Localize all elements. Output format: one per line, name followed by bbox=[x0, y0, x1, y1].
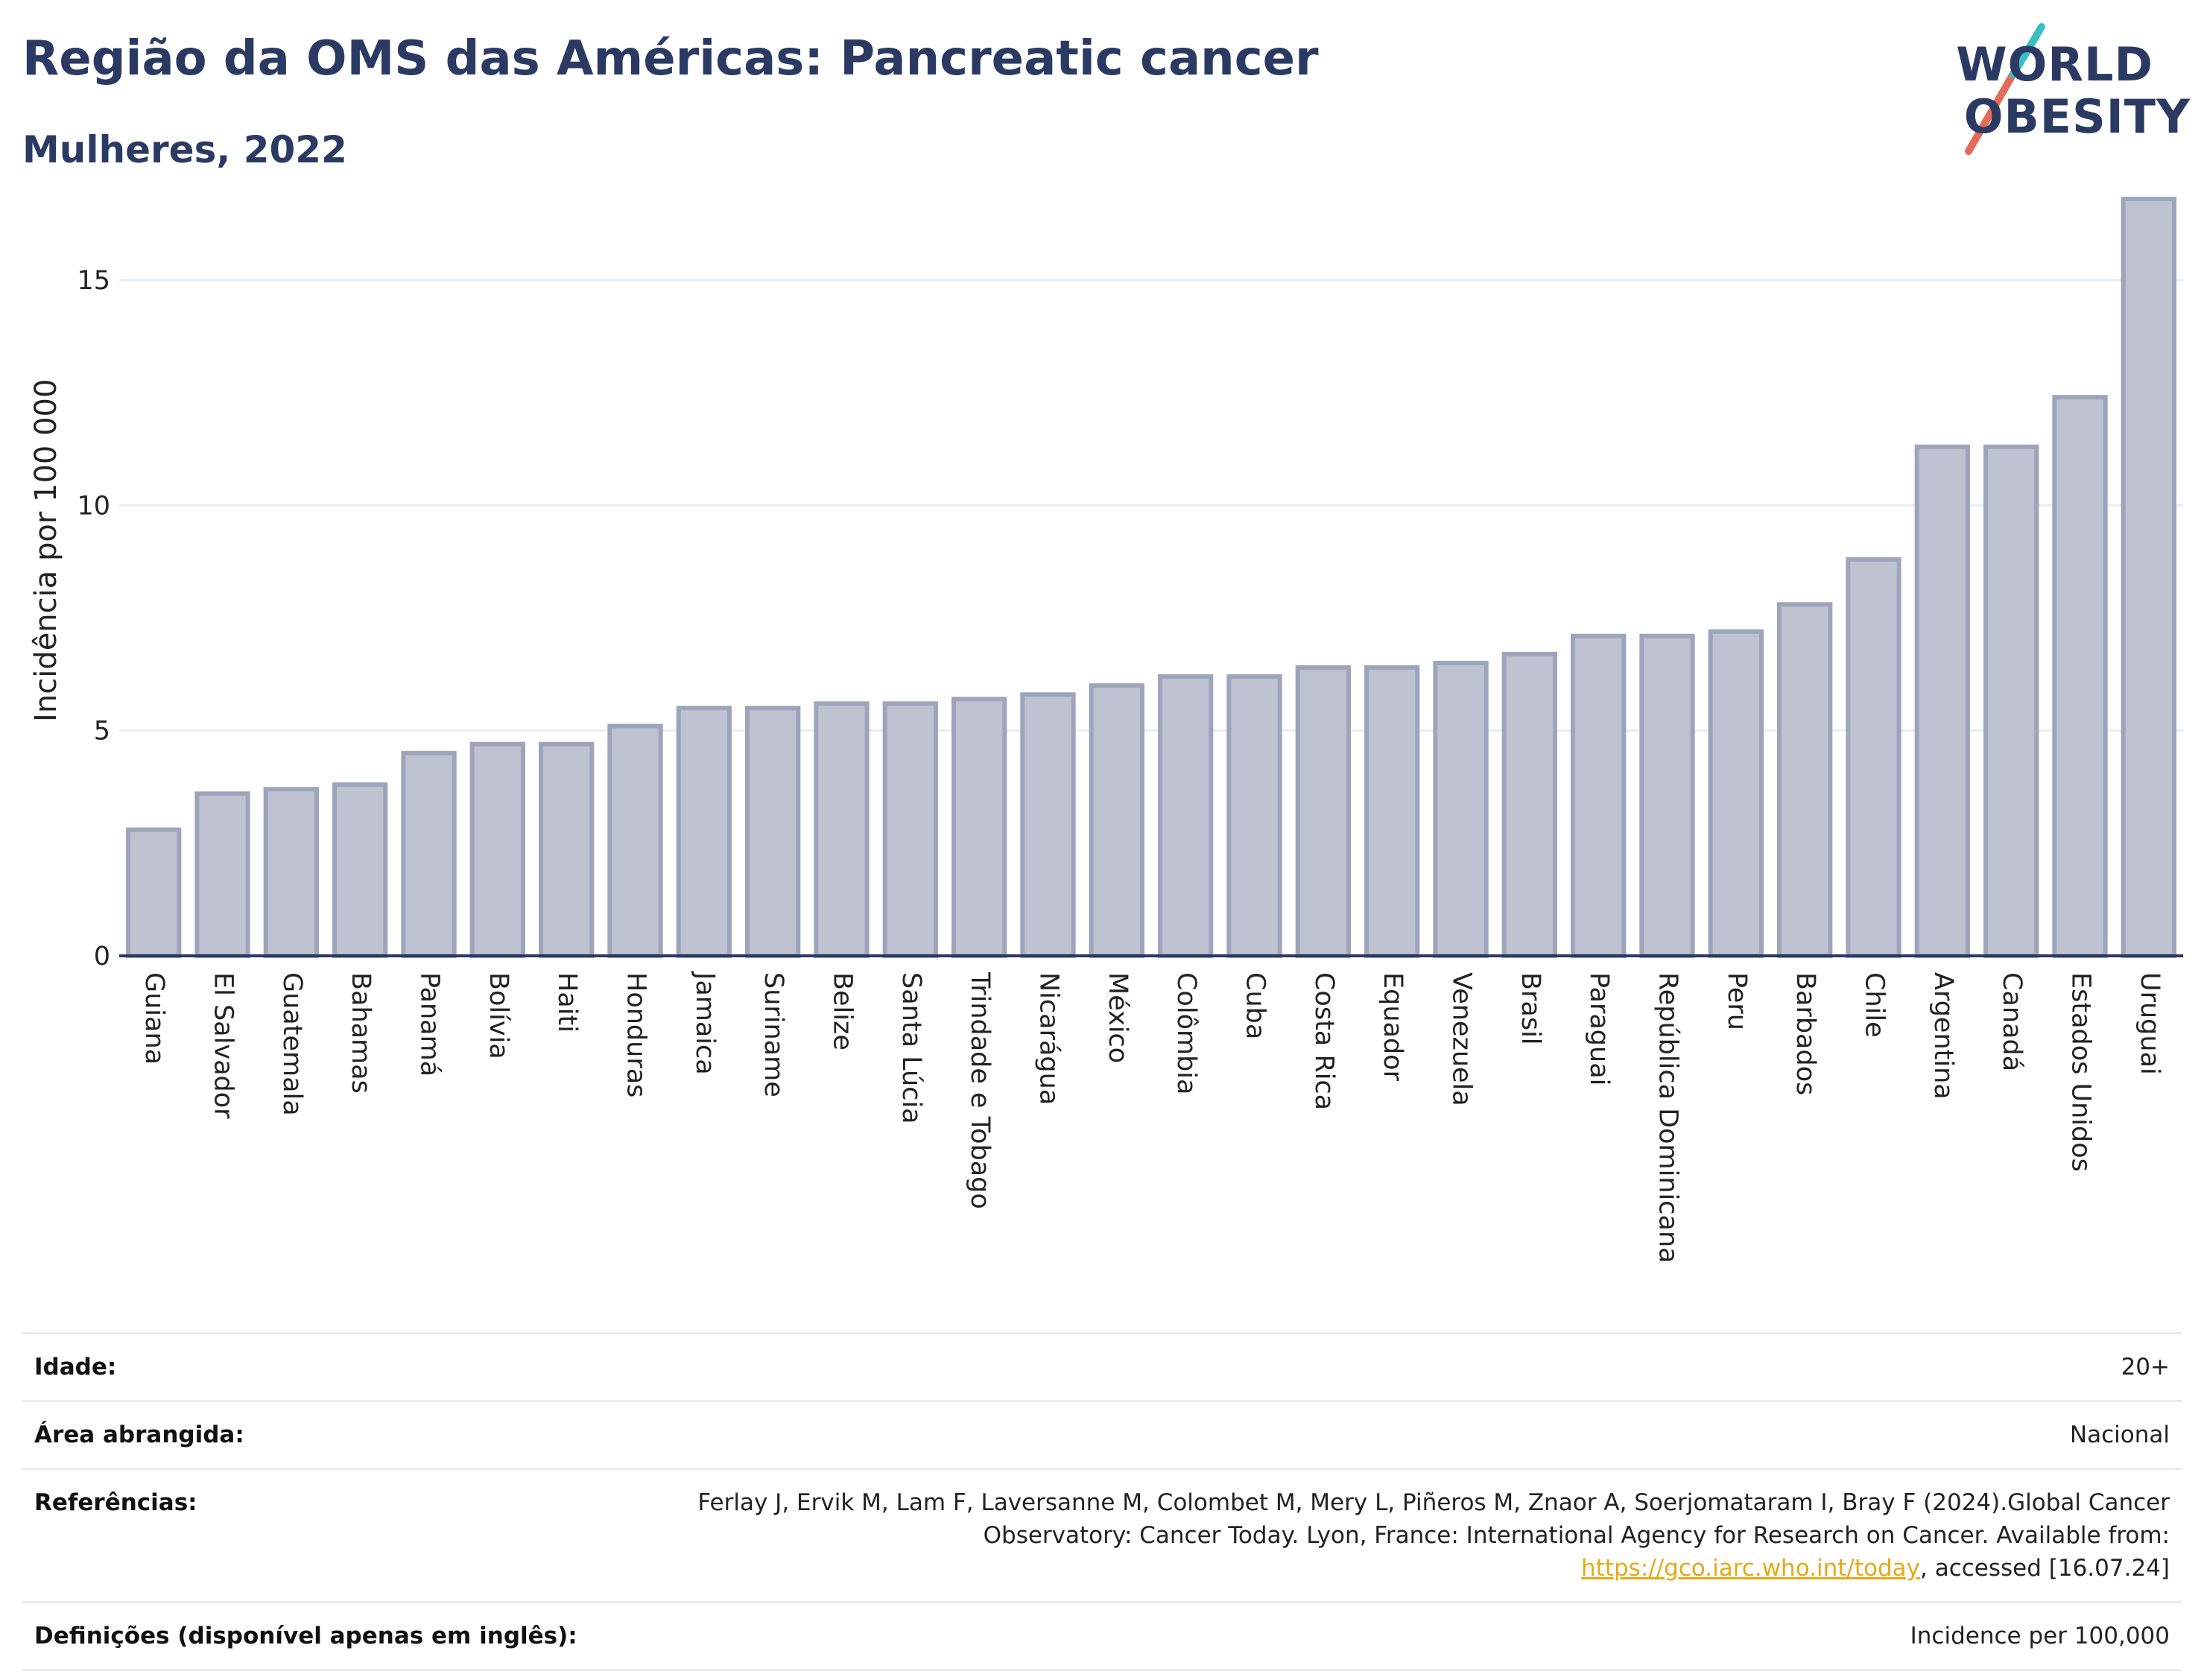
x-tick-label: Uruguai bbox=[2135, 972, 2165, 1075]
x-tick-label: Honduras bbox=[621, 972, 651, 1097]
bar[interactable] bbox=[1571, 633, 1627, 958]
y-tick-label: 15 bbox=[77, 266, 110, 296]
bar[interactable] bbox=[814, 701, 870, 958]
x-tick-label: Suriname bbox=[759, 972, 788, 1097]
x-tick-label: Bahamas bbox=[346, 972, 376, 1094]
x-tick-label: Canadá bbox=[1997, 972, 2027, 1071]
x-tick-label: Nicarágua bbox=[1034, 972, 1064, 1105]
x-tick-label: El Salvador bbox=[209, 972, 238, 1119]
x-tick-label: Paraguai bbox=[1584, 972, 1614, 1085]
area-value: Nacional bbox=[2069, 1421, 2170, 1448]
info-row-area: Área abrangida: Nacional bbox=[22, 1402, 2182, 1470]
info-table: Idade: 20+ Área abrangida: Nacional Refe… bbox=[22, 1332, 2182, 1671]
x-tick-label: Peru bbox=[1722, 972, 1752, 1030]
bar[interactable] bbox=[263, 787, 319, 959]
x-tick-label: Barbados bbox=[1790, 972, 1820, 1095]
bar[interactable] bbox=[1639, 633, 1695, 958]
bar[interactable] bbox=[539, 741, 595, 958]
x-tick-label: Guiana bbox=[139, 972, 169, 1065]
bar[interactable] bbox=[1020, 692, 1076, 958]
references-value: Ferlay J, Ervik M, Lam F, Laversanne M, … bbox=[642, 1486, 2170, 1585]
x-tick-label: Argentina bbox=[1928, 972, 1958, 1100]
logo-slash-icon bbox=[1965, 23, 2045, 155]
bar[interactable] bbox=[2121, 197, 2176, 959]
x-tick-label: Estados Unidos bbox=[2066, 972, 2096, 1172]
x-tick-label: República Dominicana bbox=[1653, 972, 1683, 1264]
x-tick-labels: Guiana El Salvador Guatemala Bahamas Panamá B… bbox=[139, 971, 2165, 1264]
y-tick-label: 10 bbox=[77, 491, 110, 521]
bar[interactable] bbox=[1914, 444, 1970, 958]
bar[interactable] bbox=[1295, 665, 1351, 958]
definitions-label: Definições (disponível apenas em inglês)… bbox=[34, 1623, 577, 1649]
x-tick-label: Trindade e Tobago bbox=[965, 971, 995, 1209]
bar[interactable] bbox=[607, 723, 663, 958]
age-label: Idade: bbox=[34, 1354, 117, 1381]
y-tick-label: 5 bbox=[94, 717, 110, 747]
x-tick-label: Bolívia bbox=[484, 972, 513, 1059]
bar[interactable] bbox=[1364, 665, 1420, 958]
bar[interactable] bbox=[1433, 660, 1489, 958]
x-tick-label: Costa Rica bbox=[1309, 972, 1339, 1110]
x-tick-label: Haiti bbox=[552, 972, 582, 1033]
x-tick-label: Colômbia bbox=[1171, 972, 1201, 1094]
logo-text-obesity: OBESITY bbox=[1963, 89, 2191, 144]
bar[interactable] bbox=[1158, 674, 1214, 958]
bar[interactable] bbox=[1501, 651, 1557, 958]
bar[interactable] bbox=[951, 697, 1007, 958]
bar[interactable] bbox=[1708, 629, 1764, 958]
bar[interactable] bbox=[882, 701, 938, 958]
world-obesity-logo: WORLD OBESITY bbox=[1930, 21, 2191, 162]
x-tick-label: Venezuela bbox=[1447, 972, 1477, 1106]
grid-lines bbox=[119, 279, 2183, 732]
x-tick-label: Brasil bbox=[1516, 972, 1545, 1045]
bar[interactable] bbox=[126, 827, 182, 959]
bars bbox=[126, 197, 2176, 959]
references-text-part2: , accessed [16.07.24] bbox=[1919, 1555, 2170, 1582]
bar[interactable] bbox=[194, 791, 250, 959]
bar[interactable] bbox=[676, 706, 732, 958]
x-tick-label: Equador bbox=[1378, 972, 1407, 1082]
bar[interactable] bbox=[1089, 683, 1144, 958]
bar[interactable] bbox=[469, 741, 525, 958]
bar[interactable] bbox=[2052, 395, 2108, 958]
info-row-references: Referências: Ferlay J, Ervik M, Lam F, L… bbox=[22, 1470, 2182, 1603]
x-tick-label: Chile bbox=[1860, 972, 1890, 1038]
definitions-value: Incidence per 100,000 bbox=[1910, 1623, 2170, 1649]
y-axis-label: Incidência por 100 000 bbox=[29, 379, 63, 722]
logo-text-world: WORLD bbox=[1956, 37, 2153, 92]
chart-subtitle: Mulheres, 2022 bbox=[22, 128, 347, 171]
references-label: Referências: bbox=[34, 1489, 197, 1516]
x-tick-label: Jamaica bbox=[690, 971, 720, 1075]
info-row-definitions: Definições (disponível apenas em inglês)… bbox=[22, 1603, 2182, 1671]
bar[interactable] bbox=[1846, 557, 1901, 958]
y-tick-label: 0 bbox=[94, 942, 110, 971]
x-tick-label: Guatemala bbox=[277, 972, 307, 1116]
bar-chart: 0 5 10 15 Guiana El Salvador Guatemala Bahamas… bbox=[29, 197, 2183, 1264]
x-tick-label: Panamá bbox=[415, 972, 445, 1077]
bar[interactable] bbox=[1983, 444, 2039, 958]
bar[interactable] bbox=[401, 750, 457, 958]
bar[interactable] bbox=[1226, 674, 1282, 958]
bar[interactable] bbox=[1777, 602, 1833, 958]
x-tick-label: Belize bbox=[828, 972, 858, 1050]
x-tick-label: Santa Lúcia bbox=[896, 972, 926, 1124]
bar[interactable] bbox=[745, 706, 801, 958]
age-value: 20+ bbox=[2121, 1354, 2170, 1381]
x-tick-label: México bbox=[1103, 972, 1133, 1063]
x-tick-label: Cuba bbox=[1241, 972, 1270, 1039]
chart-title: Região da OMS das Américas: Pancreatic c… bbox=[22, 31, 1319, 86]
bar[interactable] bbox=[332, 782, 388, 959]
y-tick-labels: 0 5 10 15 bbox=[77, 266, 110, 971]
references-link[interactable]: https://gco.iarc.who.int/today bbox=[1581, 1555, 1920, 1582]
area-label: Área abrangida: bbox=[34, 1421, 244, 1448]
info-row-age: Idade: 20+ bbox=[22, 1334, 2182, 1402]
references-text-part1: Ferlay J, Ervik M, Lam F, Laversanne M, … bbox=[697, 1489, 2170, 1549]
